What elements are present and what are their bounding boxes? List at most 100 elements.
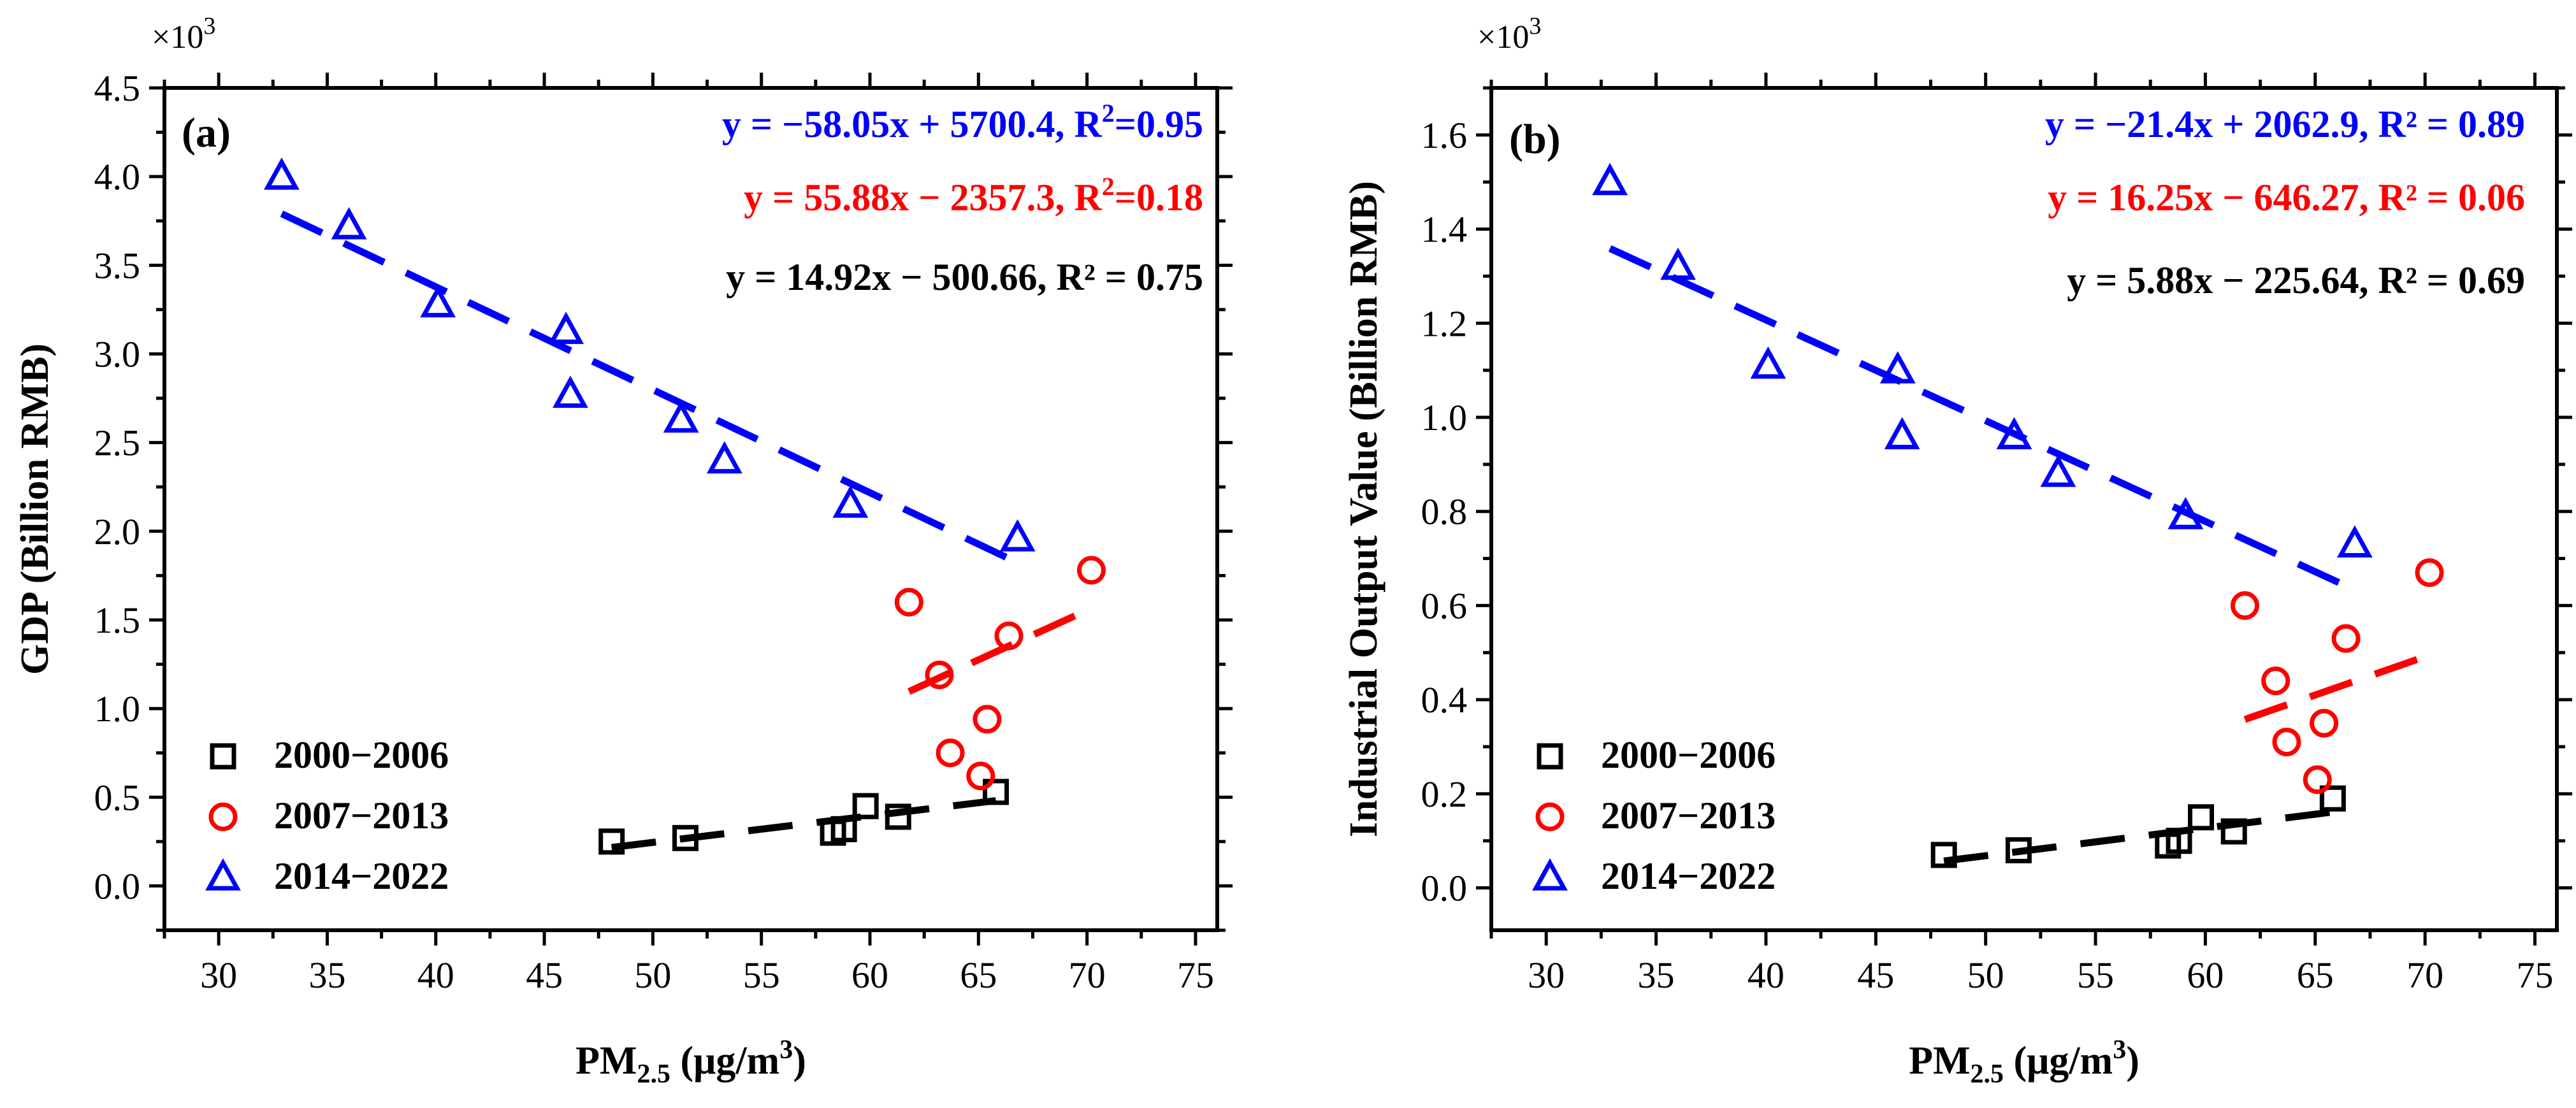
data-point-circle xyxy=(973,705,1002,734)
regression-equation: y = 16.25x − 646.27, R² = 0.06 xyxy=(2048,176,2525,219)
data-point-circle xyxy=(936,738,965,768)
data-point-triangle xyxy=(1996,417,2032,450)
data-point-circle xyxy=(2415,558,2444,587)
y-tick-label: 1.5 xyxy=(94,600,141,641)
data-point-triangle xyxy=(1660,247,1696,280)
data-point-triangle xyxy=(706,441,742,474)
data-point-triangle xyxy=(1750,346,1786,379)
x-tick-label: 65 xyxy=(2297,954,2334,996)
data-point-triangle xyxy=(420,285,456,318)
x-tick-label: 70 xyxy=(1069,954,1106,996)
data-point-triangle xyxy=(2040,454,2076,487)
data-point-circle xyxy=(2310,709,2339,738)
data-point-square xyxy=(2166,828,2192,854)
data-point-triangle xyxy=(1879,351,1916,384)
chart-panel-a: 30 35 40 45 50 55 60 65 70 75 0.0 0.5 1.0 1.5 2.0 2.5 3.… xyxy=(13,13,1233,1089)
y-tick-label: 0.6 xyxy=(1421,585,1468,626)
data-point-circle xyxy=(2331,624,2361,653)
y-tick-label: 2.5 xyxy=(94,422,141,464)
data-point-triangle xyxy=(663,400,699,433)
x-tick-label: 45 xyxy=(1857,954,1894,996)
x-tick-label: 30 xyxy=(1528,954,1565,996)
plot-frame xyxy=(163,86,1219,932)
data-point-square xyxy=(598,828,625,855)
x-tick-label: 75 xyxy=(2517,954,2554,996)
fit-line-circle xyxy=(2243,652,2431,723)
data-point-square xyxy=(2188,804,2215,831)
data-point-square xyxy=(830,816,857,842)
regression-equation: y = 5.88x − 225.64, R² = 0.69 xyxy=(2067,259,2525,301)
x-tick-label: 50 xyxy=(634,954,671,996)
y-multiplier: ×103 xyxy=(152,13,215,55)
x-axis-title: PM2.5 (μg/m3) xyxy=(575,1035,806,1089)
y-axis-title: GDP (Billion RMB) xyxy=(13,343,57,675)
legend-label: 2007−2013 xyxy=(274,795,449,837)
data-point-triangle xyxy=(331,207,367,240)
legend-label: 2014−2022 xyxy=(1601,855,1776,897)
data-point-circle xyxy=(2303,765,2332,795)
data-point-triangle xyxy=(832,485,869,518)
data-point-circle xyxy=(2272,728,2301,757)
data-point-square xyxy=(983,779,1009,805)
data-point-triangle xyxy=(548,312,584,344)
x-tick-label: 55 xyxy=(2077,954,2114,996)
data-point-circle xyxy=(2261,666,2290,696)
x-tick-label: 55 xyxy=(743,954,780,996)
legend-marker-triangle xyxy=(205,858,241,891)
x-tick-label: 30 xyxy=(200,954,237,996)
y-tick-label: 0.0 xyxy=(94,865,141,907)
data-point-triangle xyxy=(2336,525,2373,558)
data-point-triangle xyxy=(264,157,300,190)
x-tick-label: 60 xyxy=(2187,954,2224,996)
x-axis-title: PM2.5 (μg/m3) xyxy=(1909,1035,2139,1089)
y-tick-label: 4.5 xyxy=(94,68,141,109)
y-multiplier: ×103 xyxy=(1477,13,1541,55)
y-tick-label: 1.0 xyxy=(94,688,141,730)
regression-equation: y = 55.88x − 2357.3, R2=0.18 xyxy=(744,172,1203,219)
regression-equation: y = 14.92x − 500.66, R² = 0.75 xyxy=(726,256,1203,298)
y-tick-label: 0.8 xyxy=(1421,491,1468,533)
data-point-square xyxy=(852,793,879,819)
y-tick-label: 0.0 xyxy=(1421,868,1468,909)
y-tick-label: 4.0 xyxy=(94,156,141,198)
data-point-square xyxy=(2319,785,2346,812)
legend-marker-triangle xyxy=(1532,858,1568,891)
legend-marker-circle xyxy=(1535,802,1565,831)
data-point-triangle xyxy=(1884,417,1920,450)
y-tick-label: 1.2 xyxy=(1421,303,1468,344)
chart-panel-b: 30 35 40 45 50 55 60 65 70 75 0.0 0.2 0.4 0.6 0.8 1.0 1.… xyxy=(1342,13,2572,1089)
data-point-triangle xyxy=(1592,162,1628,196)
regression-equation: y = −58.05x + 5700.4, R2=0.95 xyxy=(722,99,1203,145)
fit-line-circle xyxy=(908,605,1093,695)
x-tick-label: 45 xyxy=(526,954,563,996)
data-point-circle xyxy=(925,660,954,689)
data-point-square xyxy=(1930,842,1957,868)
data-point-circle xyxy=(966,761,995,791)
y-tick-label: 0.5 xyxy=(94,777,141,818)
y-tick-label: 1.0 xyxy=(1421,397,1468,438)
y-tick-label: 0.4 xyxy=(1421,679,1468,721)
y-tick-label: 1.6 xyxy=(1421,115,1468,156)
data-point-circle xyxy=(1076,556,1106,585)
y-tick-label: 3.5 xyxy=(94,245,141,286)
y-axis-title: Industrial Output Value (Billion RMB) xyxy=(1342,181,1386,837)
x-tick-label: 40 xyxy=(417,954,454,996)
data-point-circle xyxy=(994,621,1024,651)
legend-label: 2000−2006 xyxy=(274,734,449,776)
data-point-square xyxy=(2005,837,2032,863)
data-point-triangle xyxy=(2167,497,2204,529)
data-point-triangle xyxy=(999,519,1036,552)
y-tick-label: 1.4 xyxy=(1421,209,1468,250)
y-tick-label: 2.0 xyxy=(94,511,141,552)
legend-label: 2007−2013 xyxy=(1601,795,1776,837)
y-tick-label: 0.2 xyxy=(1421,773,1468,815)
data-point-circle xyxy=(2230,591,2259,620)
x-tick-label: 70 xyxy=(2406,954,2443,996)
x-tick-label: 60 xyxy=(851,954,888,996)
fit-line-square xyxy=(611,797,997,851)
legend-marker-square xyxy=(1537,743,1563,770)
x-tick-label: 40 xyxy=(1747,954,1784,996)
legend-marker-square xyxy=(210,743,236,770)
panel-label: (a) xyxy=(182,110,231,156)
